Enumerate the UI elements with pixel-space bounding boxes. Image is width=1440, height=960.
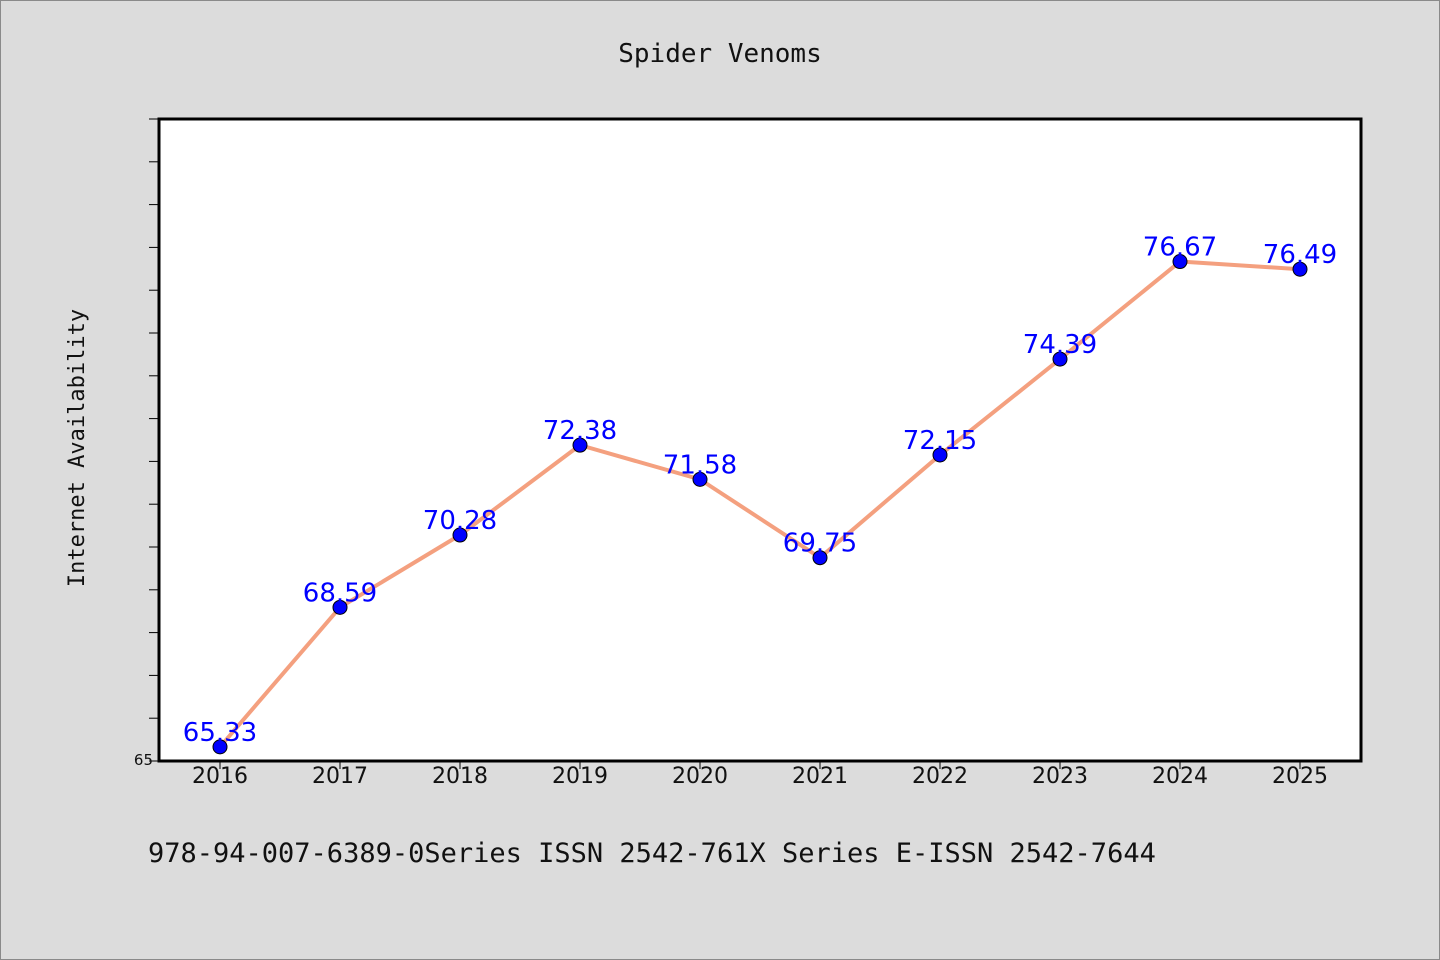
footer-isbn-text: 978-94-007-6389-0Series ISSN 2542-761X S… [148,838,1156,869]
data-label: 72.15 [903,426,977,456]
data-label: 76.49 [1263,240,1337,270]
data-label: 69.75 [783,529,857,559]
data-label: 71.58 [663,450,737,480]
data-label: 68.59 [303,578,377,608]
data-point [1292,261,1308,277]
x-tick-label: 2018 [432,764,488,789]
data-point [1052,351,1068,367]
plot-area [159,119,1361,761]
axis-ticks: 65 2016 2017 2018 2019 2020 2021 2022 2023 2024 20… [134,118,1328,789]
data-point [692,471,708,487]
data-point [332,599,348,615]
data-point [1172,254,1188,270]
data-label: 70.28 [423,506,497,536]
data-label: 74.39 [1023,330,1097,360]
plot-border [157,117,1363,763]
data-label: 72.38 [543,416,617,446]
series-line-layer [218,259,1301,749]
x-tick-label: 2016 [192,764,248,789]
y-tick-label: 65 [134,751,153,769]
data-point [212,739,228,755]
data-point [812,550,828,566]
x-tick-label: 2024 [1152,764,1208,789]
x-tick-label: 2020 [672,764,728,789]
data-labels: 65.33 68.59 70.28 72.38 71.58 69.75 72.15 74.39… [183,233,1337,748]
data-point [572,437,588,453]
data-label: 65.33 [183,718,257,748]
series-markers [212,254,1308,755]
data-label: 76.67 [1143,233,1217,263]
x-tick-label: 2019 [552,764,608,789]
chart-title: Spider Venoms [618,39,822,69]
data-point [932,447,948,463]
series-line [218,259,1301,749]
data-point [452,527,468,543]
y-axis-label: Internet Availability [65,309,90,587]
x-tick-label: 2021 [792,764,848,789]
x-tick-label: 2025 [1272,764,1328,789]
x-tick-label: 2023 [1032,764,1088,789]
x-tick-label: 2022 [912,764,968,789]
x-tick-label: 2017 [312,764,368,789]
